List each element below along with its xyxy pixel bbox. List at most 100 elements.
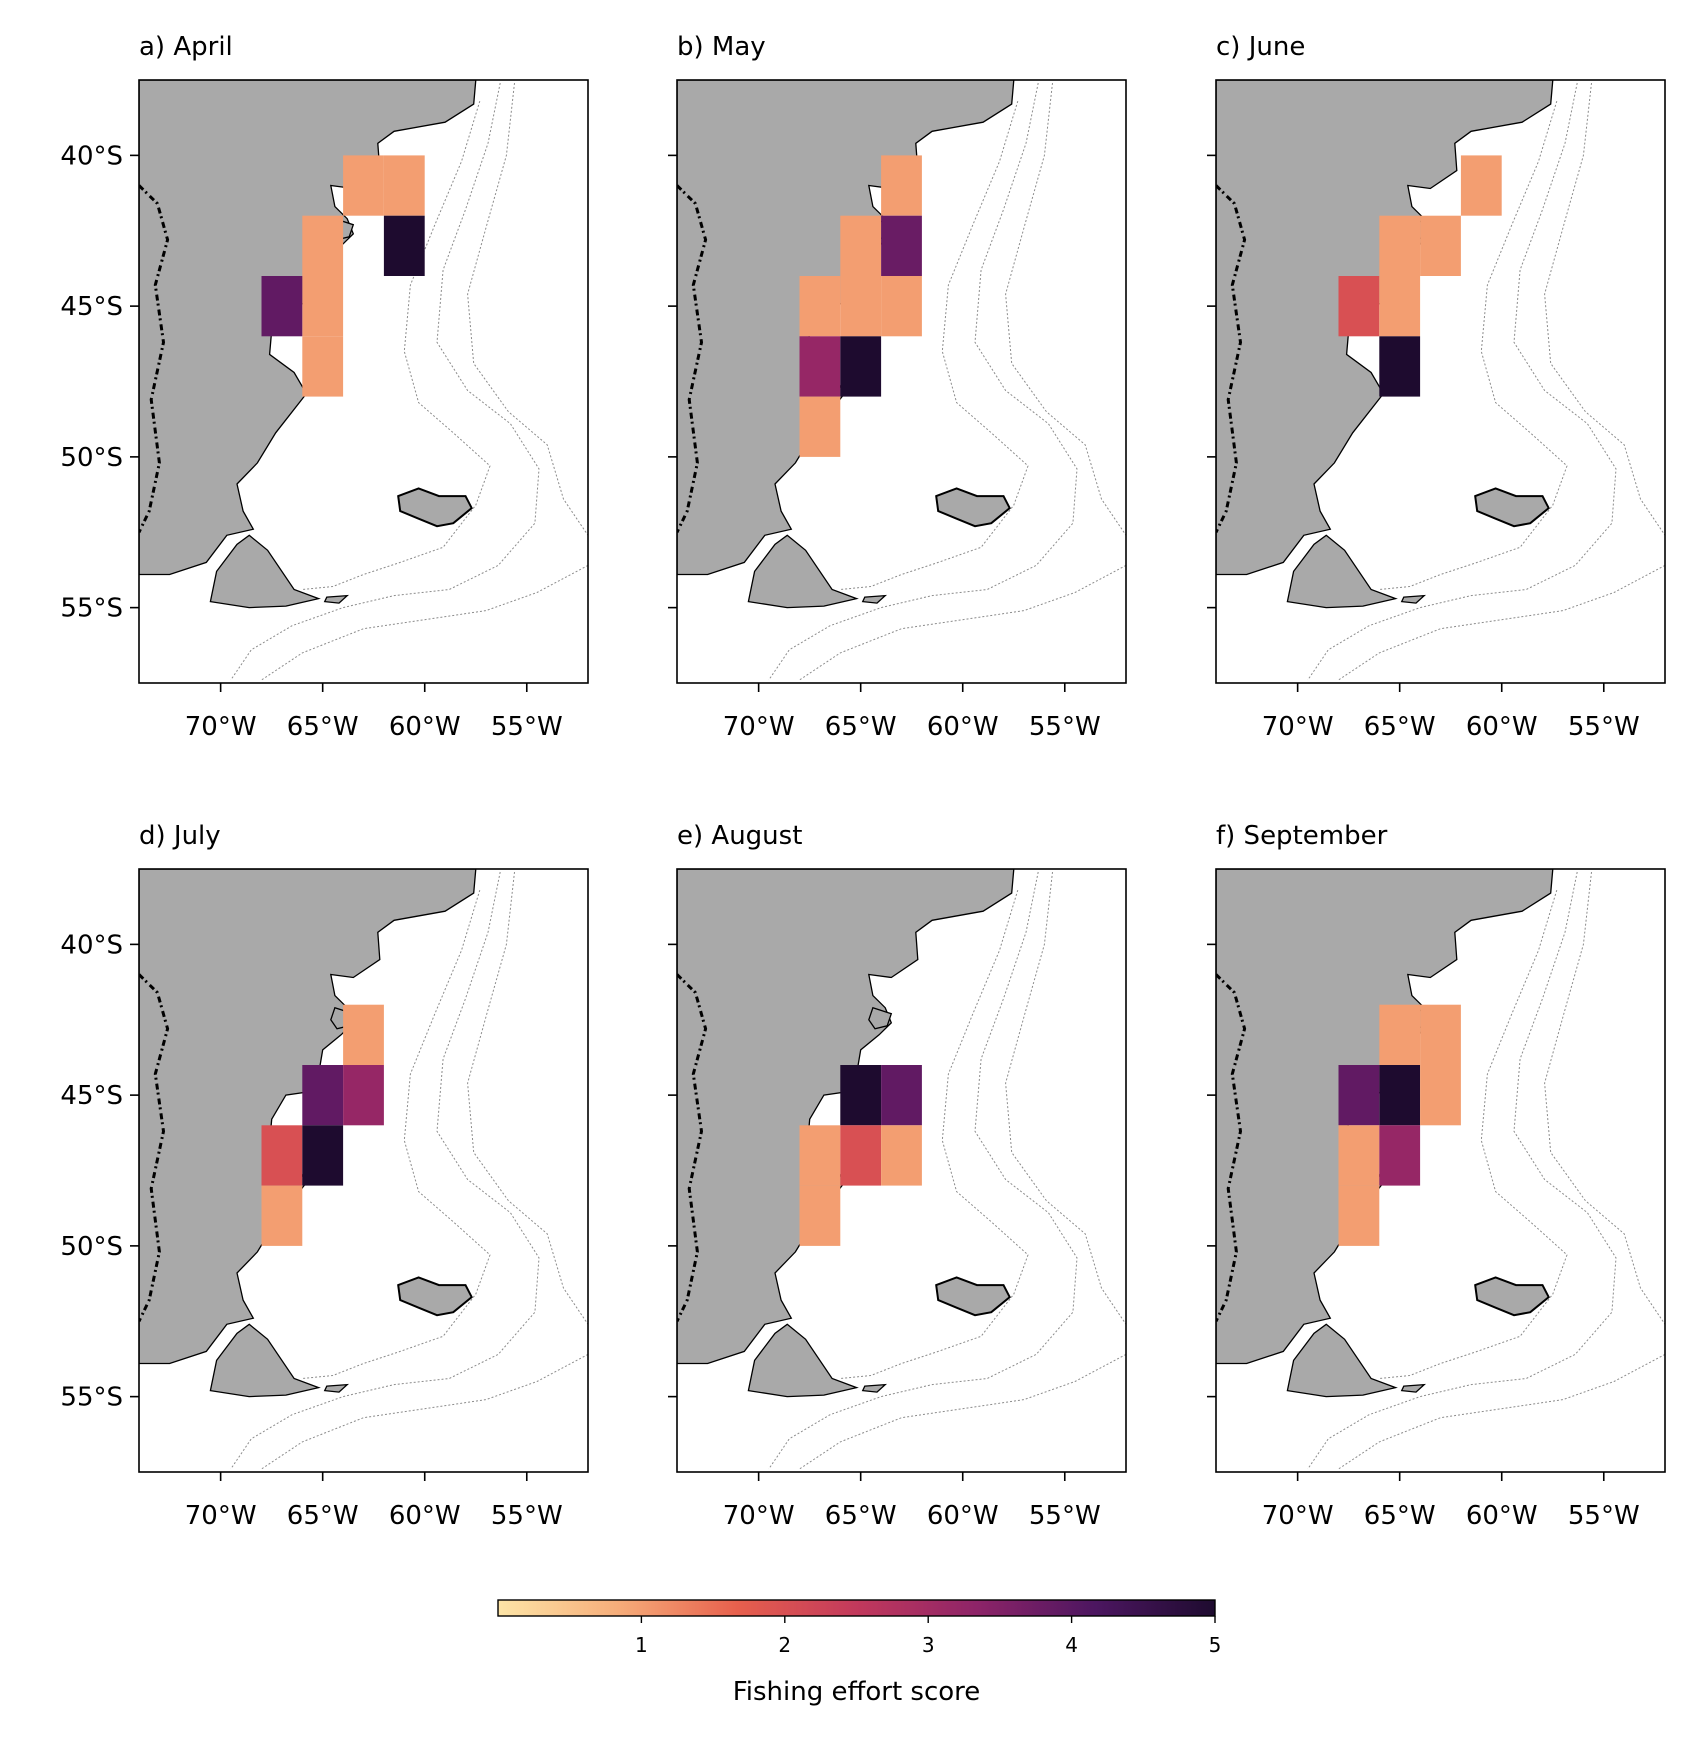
effort-cell: [1379, 1004, 1421, 1065]
isobath-line: [302, 889, 491, 1379]
x-tick-label: 55°W: [491, 712, 563, 742]
peninsula-valdes: [868, 1006, 893, 1030]
x-tick-label: 55°W: [1568, 712, 1640, 742]
effort-cell: [840, 215, 882, 276]
isobath-line: [840, 889, 1029, 1379]
map-area: [677, 869, 1126, 1472]
isobath-line: [1005, 871, 1126, 1325]
effort-cell: [1420, 215, 1461, 276]
effort-cell: [799, 396, 841, 457]
y-tick-label: 40°S: [60, 930, 123, 960]
effort-cell: [840, 1065, 882, 1126]
tierra-del-fuego: [1286, 1323, 1398, 1398]
map-area: [677, 80, 1126, 683]
chile-coast-fringe: [139, 973, 170, 1322]
y-tick-label: 55°S: [60, 1383, 123, 1413]
y-tick-label: 45°S: [60, 292, 123, 322]
effort-cell: [261, 1185, 303, 1246]
isobath-line: [1544, 82, 1665, 536]
x-tick-label: 55°W: [491, 1501, 563, 1531]
tierra-del-fuego: [747, 1323, 859, 1398]
x-tick-label: 70°W: [723, 1501, 795, 1531]
map-panel: b) May 70°W 65°W 60°W 55°W: [668, 32, 1127, 742]
effort-cell: [343, 1004, 384, 1065]
effort-cell: [1379, 1125, 1421, 1186]
effort-cell: [881, 215, 922, 276]
panel-title: c) June: [1216, 32, 1305, 62]
panel-title: a) April: [139, 32, 233, 62]
x-tick-label: 70°W: [1262, 712, 1334, 742]
effort-cell: [1379, 336, 1421, 397]
map-panel: d) July 40°S 45°S 50°S 55°S 70°W 65°W 60°W 55°W: [60, 821, 589, 1531]
isobath-line: [1307, 871, 1617, 1470]
isobath-line: [302, 100, 491, 590]
map-frame: [676, 868, 1127, 1473]
x-tick-label: 65°W: [1364, 1501, 1436, 1531]
map-area: [1216, 80, 1665, 683]
map-area: [139, 80, 588, 683]
isobath-line: [768, 871, 1078, 1470]
isobath-line: [230, 82, 540, 681]
effort-cell: [881, 155, 922, 216]
chile-coast-fringe: [1216, 973, 1247, 1322]
effort-cell: [261, 1125, 303, 1186]
effort-cell: [383, 215, 425, 276]
isobath-line: [1379, 100, 1568, 590]
falkland-islands: [1474, 487, 1550, 528]
effort-cell: [840, 1125, 882, 1186]
effort-cell: [1379, 1065, 1421, 1126]
isobath-line: [1005, 82, 1126, 536]
falkland-islands: [935, 1276, 1011, 1317]
isla-de-los-estados: [323, 1383, 350, 1393]
panel-title: b) May: [677, 32, 766, 62]
y-tick-label: 55°S: [60, 594, 123, 624]
colorbar-tick-label: 5: [1209, 1633, 1222, 1657]
isobath-line: [1338, 1353, 1665, 1470]
falkland-islands: [935, 487, 1011, 528]
map-frame: [676, 79, 1127, 684]
effort-cell: [799, 276, 841, 337]
effort-cell: [840, 276, 882, 337]
chile-coast-fringe: [677, 973, 708, 1322]
x-tick-label: 60°W: [927, 712, 999, 742]
effort-cell: [840, 336, 882, 397]
isobath-line: [799, 1353, 1126, 1470]
isla-de-los-estados: [323, 594, 350, 604]
panel-title: e) August: [677, 821, 802, 851]
map-panel: c) June 70°W 65°W 60°W 55°W: [1207, 32, 1666, 742]
tierra-del-fuego: [209, 534, 321, 609]
colorbar-tick-label: 3: [922, 1633, 935, 1657]
effort-cell: [1379, 276, 1421, 337]
effort-cell: [1420, 1004, 1461, 1065]
isobath-line: [840, 100, 1029, 590]
map-panel: e) August 70°W 65°W 60°W 55°W: [668, 821, 1127, 1531]
colorbar-tick-label: 2: [778, 1633, 791, 1657]
map-frame: [1215, 79, 1666, 684]
effort-cell: [302, 215, 344, 276]
x-tick-label: 70°W: [723, 712, 795, 742]
isobath-line: [261, 1353, 588, 1470]
effort-cell: [1420, 1065, 1461, 1126]
isla-de-los-estados: [1400, 594, 1427, 604]
effort-cell: [1338, 276, 1380, 337]
tierra-del-fuego: [209, 1323, 321, 1398]
effort-cell: [261, 276, 303, 337]
colorbar-gradient: [497, 1599, 1216, 1617]
tierra-del-fuego: [1286, 534, 1398, 609]
falkland-islands: [1474, 1276, 1550, 1317]
map-area: [1216, 869, 1665, 1472]
y-tick-label: 45°S: [60, 1081, 123, 1111]
colorbar: 1 2 3 4 5 Fishing effort score: [497, 1599, 1222, 1707]
effort-cell: [343, 155, 384, 216]
isobath-line: [1544, 871, 1665, 1325]
isobath-line: [799, 564, 1126, 681]
x-tick-label: 60°W: [389, 1501, 461, 1531]
x-tick-label: 60°W: [1466, 712, 1538, 742]
chile-coast-fringe: [1216, 184, 1247, 533]
x-tick-label: 65°W: [287, 712, 359, 742]
chile-coast-fringe: [677, 184, 708, 533]
y-tick-label: 50°S: [60, 443, 123, 473]
map-frame: [138, 868, 589, 1473]
x-tick-label: 55°W: [1029, 712, 1101, 742]
x-tick-label: 60°W: [389, 712, 461, 742]
